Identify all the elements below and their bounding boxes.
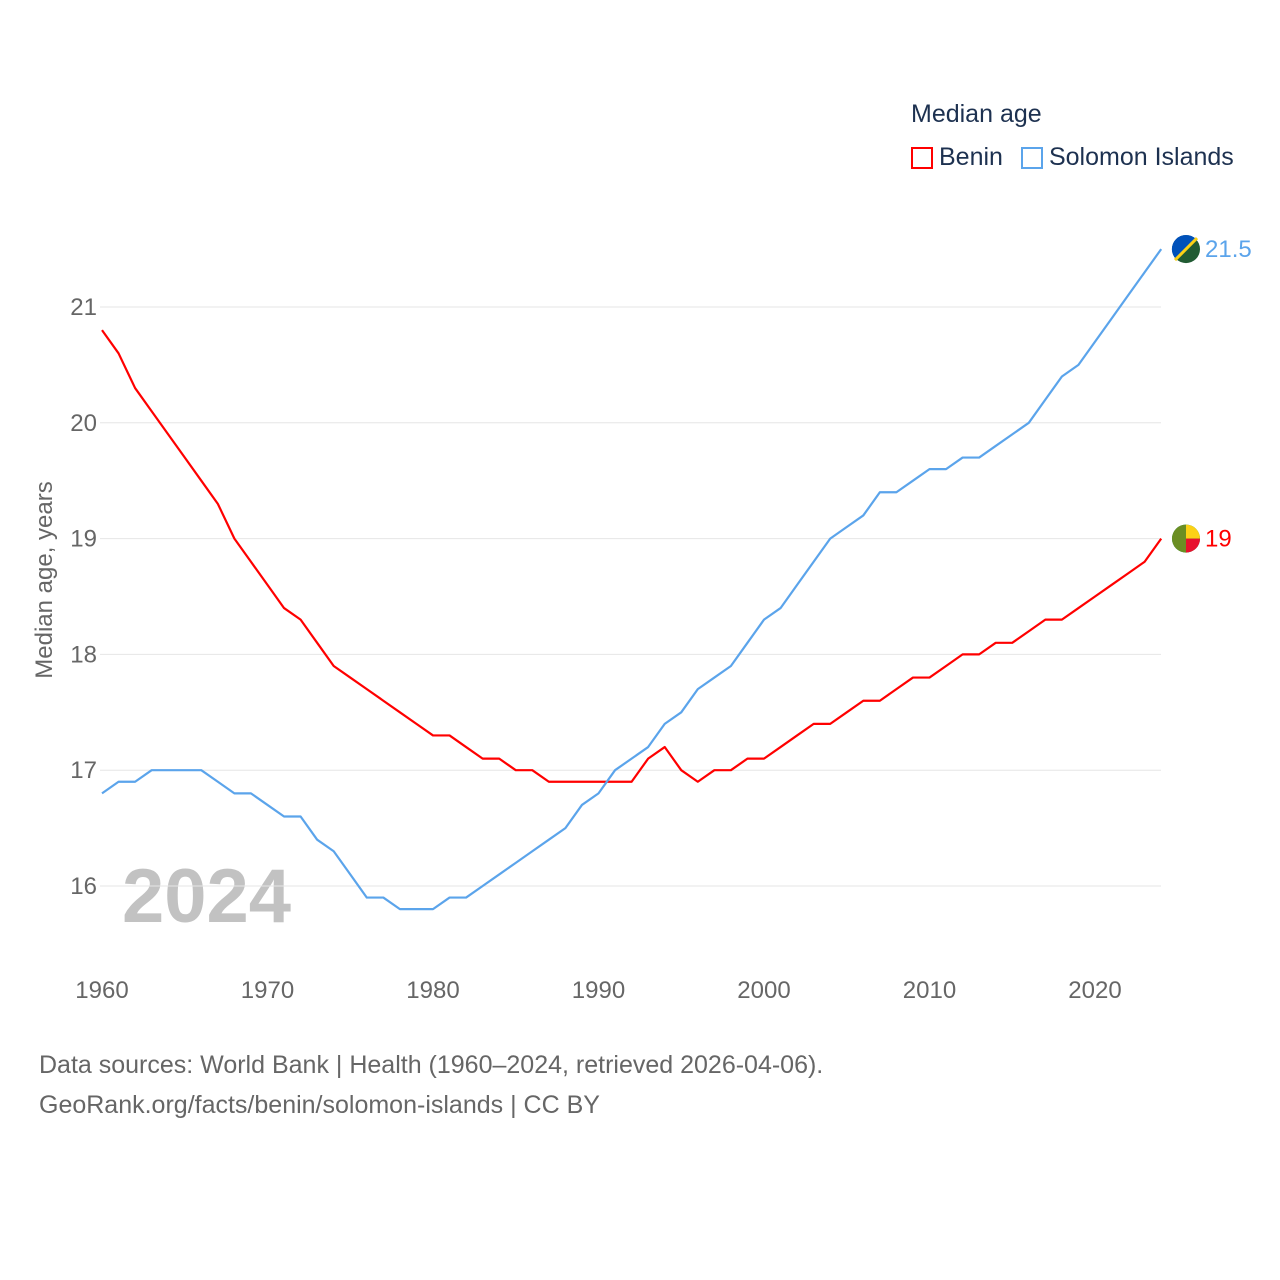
x-tick-label: 1980	[406, 977, 459, 1004]
year-watermark: 2024	[122, 854, 291, 939]
legend-swatch	[1020, 146, 1043, 169]
flag-red	[1186, 538, 1200, 553]
solomon-islands-flag-icon	[1171, 234, 1200, 264]
x-tick-label: 2020	[1068, 977, 1121, 1004]
y-tick-label: 19	[70, 526, 97, 553]
y-tick-label: 18	[70, 641, 97, 668]
benin-flag-icon	[1172, 524, 1200, 553]
flag-yellow	[1186, 524, 1200, 539]
y-axis-label: Median age, years	[31, 481, 58, 678]
flag-green-half	[1172, 524, 1186, 553]
legend-label: Benin	[939, 143, 1003, 171]
x-tick-label: 1970	[241, 977, 294, 1004]
y-tick-label: 21	[70, 294, 97, 321]
legend: Benin Solomon Islands	[911, 143, 1234, 172]
y-tick-label: 16	[70, 873, 97, 900]
legend-swatch	[911, 146, 933, 169]
plot-area: Median age, years 2024 16 17 18 19 20 21 1960 1…	[31, 234, 1252, 1004]
end-value-label: 21.5	[1205, 236, 1252, 263]
legend-item-benin[interactable]: Benin	[911, 143, 1003, 172]
legend-label: Solomon Islands	[1048, 143, 1234, 171]
x-tick-label: 2010	[903, 977, 956, 1004]
y-tick-label: 17	[70, 757, 97, 784]
end-value-label: 19	[1205, 526, 1232, 553]
legend-title: Median age	[911, 100, 1042, 128]
x-tick-label: 1990	[572, 977, 625, 1004]
legend-item-solomon-islands[interactable]: Solomon Islands	[1020, 143, 1234, 172]
flag-stripe	[1173, 237, 1199, 262]
y-tick-label: 20	[70, 410, 97, 437]
flag-blue	[1171, 234, 1196, 260]
data-source: Data sources: World Bank | Health (1960–…	[39, 1051, 824, 1079]
x-tick-label: 1960	[75, 977, 128, 1004]
footer: Data sources: World Bank | Health (1960–…	[39, 1045, 823, 1125]
source-link[interactable]: GeoRank.org/facts/benin/solomon-islands …	[39, 1091, 600, 1119]
series-line-benin	[101, 329, 1163, 783]
x-tick-label: 2000	[737, 977, 790, 1004]
series-line-solomon-islands	[101, 248, 1163, 911]
